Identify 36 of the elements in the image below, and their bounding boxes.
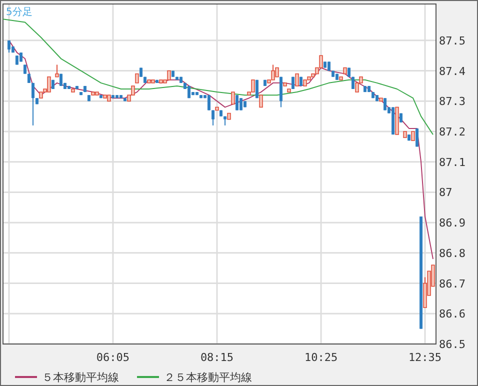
y-tick-label: 86.5 (439, 338, 466, 351)
x-tick-label: 12:35 (408, 351, 442, 364)
candlestick (212, 110, 215, 126)
y-tick-label: 86.6 (439, 308, 466, 321)
candlestick (32, 82, 35, 126)
candlestick (231, 92, 235, 105)
candlestick (207, 94, 210, 111)
candlestick (236, 94, 239, 111)
y-tick-label: 87.2 (439, 126, 466, 138)
x-tick-label: 08:15 (200, 351, 234, 364)
y-tick-label: 87.5 (439, 34, 466, 48)
candlestick (275, 67, 279, 78)
candlestick (55, 64, 59, 78)
y-tick-label: 87 (439, 186, 452, 200)
y-tick-label: 86.7 (439, 277, 466, 290)
x-tick-label: 10:25 (304, 351, 338, 364)
y-tick-label: 87.3 (439, 95, 466, 108)
candlestick (23, 64, 26, 74)
candlestick (411, 131, 415, 142)
candlestick (8, 40, 10, 54)
legend-label: ５本移動平均線 (42, 371, 119, 384)
candlestick (135, 73, 139, 84)
candlestick (271, 64, 275, 80)
annotation: 5分足 (6, 7, 32, 18)
y-tick-label: 86.9 (439, 216, 466, 230)
candlestick (251, 79, 255, 92)
candlestick (384, 98, 387, 111)
y-tick-label: 86.8 (439, 246, 466, 260)
candlestick (47, 76, 51, 92)
candlestick (295, 73, 299, 86)
y-tick-label: 87.4 (439, 64, 466, 78)
y-tick-label: 87.1 (439, 156, 466, 169)
legend-label: ２５本移動平均線 (164, 371, 252, 384)
x-tick-label: 06:05 (96, 351, 130, 364)
candlestick (167, 70, 171, 80)
candlestick (259, 94, 263, 108)
